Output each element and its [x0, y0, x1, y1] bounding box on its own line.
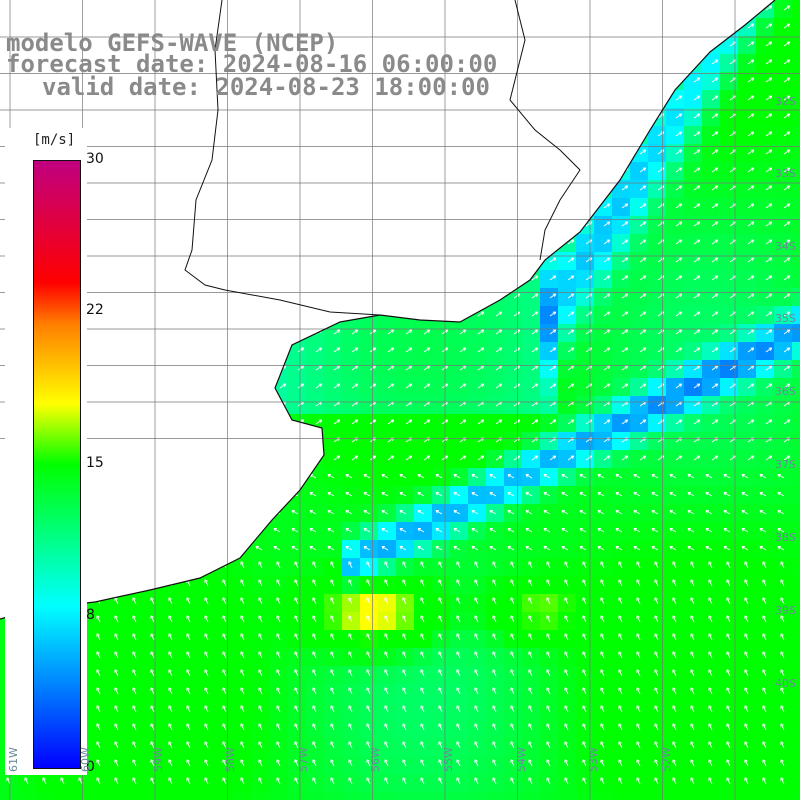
- lon-label: 61W: [7, 747, 20, 772]
- lon-label: 57W: [297, 747, 310, 772]
- coastline: [0, 0, 776, 620]
- valid-date: valid date: 2024-08-23 18:00:00: [42, 73, 490, 101]
- lon-label: 52W: [660, 747, 673, 772]
- lon-label: 59W: [152, 747, 165, 772]
- country-border: [509, 0, 581, 261]
- colorbar-tick-22: 22: [86, 302, 104, 318]
- country-border: [184, 0, 381, 316]
- lon-label: 56W: [369, 747, 382, 772]
- lat-label: 36S: [775, 385, 796, 398]
- lat-label: 37S: [775, 458, 796, 471]
- land: [0, 0, 775, 619]
- lat-label: 32S: [775, 95, 796, 108]
- lat-label: 40S: [775, 677, 796, 690]
- lon-label: 60W: [79, 747, 92, 772]
- lon-label: 53W: [587, 747, 600, 772]
- lon-label: 54W: [515, 747, 528, 772]
- lat-label: 33S: [775, 167, 796, 180]
- colorbar: [33, 160, 81, 769]
- lon-label: 55W: [442, 747, 455, 772]
- forecast-date: forecast date: 2024-08-16 06:00:00: [6, 50, 498, 78]
- colorbar-tick-8: 8: [86, 607, 95, 623]
- lat-label: 35S: [775, 312, 796, 325]
- lat-label: 34S: [775, 240, 796, 253]
- lon-label: 58W: [224, 747, 237, 772]
- model-title: modelo GEFS-WAVE (NCEP): [6, 29, 339, 57]
- colorbar-tick-max: 30: [86, 151, 104, 167]
- colorbar-unit: [m/s]: [33, 132, 76, 148]
- colorbar-tick-min: 0: [86, 759, 95, 775]
- lat-label: 38S: [775, 531, 796, 544]
- colorbar-tick-15: 15: [86, 455, 104, 471]
- lat-label: 39S: [775, 604, 796, 617]
